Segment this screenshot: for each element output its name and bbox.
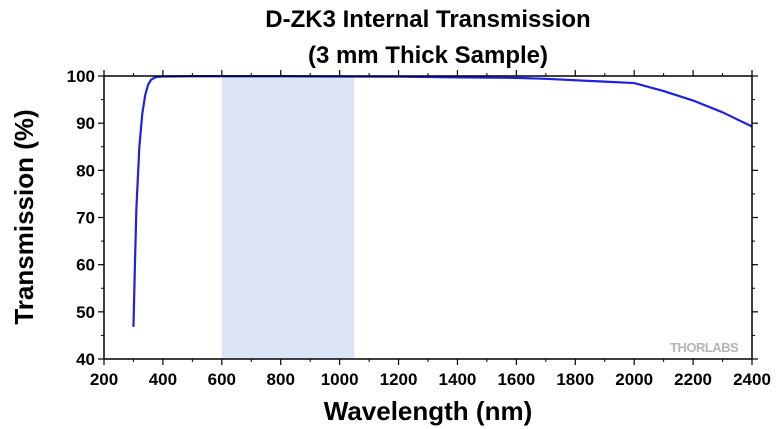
y-tick-label: 40 — [76, 350, 95, 369]
chart-title-line1: D-ZK3 Internal Transmission — [265, 6, 590, 33]
x-tick-label: 1000 — [321, 370, 359, 389]
x-tick-label: 2000 — [615, 370, 653, 389]
x-axis-title: Wavelength (nm) — [324, 396, 532, 426]
x-tick-label: 1400 — [439, 370, 477, 389]
x-tick-label: 200 — [90, 370, 118, 389]
y-tick-label: 90 — [76, 114, 95, 133]
y-tick-label: 80 — [76, 161, 95, 180]
y-tick-label: 50 — [76, 303, 95, 322]
x-tick-label: 600 — [208, 370, 236, 389]
thorlabs-watermark: THORLABS — [670, 340, 739, 355]
y-tick-label: 100 — [67, 67, 95, 86]
highlight-band — [221, 76, 355, 359]
x-tick-label: 400 — [149, 370, 177, 389]
chart-title-line2: (3 mm Thick Sample) — [308, 42, 548, 69]
y-tick-label: 60 — [76, 256, 95, 275]
x-tick-label: 2400 — [733, 370, 771, 389]
x-tick-label: 1600 — [497, 370, 535, 389]
x-tick-label: 1800 — [556, 370, 594, 389]
plot-area: 200 400 600 800 1000 1200 1400 1600 1800 2000 2200… — [67, 67, 771, 389]
y-tick-label: 70 — [76, 209, 95, 228]
x-tick-label: 800 — [267, 370, 295, 389]
x-tick-label: 1200 — [380, 370, 418, 389]
plot-frame — [103, 75, 753, 360]
x-tick-label: 2200 — [674, 370, 712, 389]
y-axis-title: Transmission (%) — [9, 109, 39, 324]
